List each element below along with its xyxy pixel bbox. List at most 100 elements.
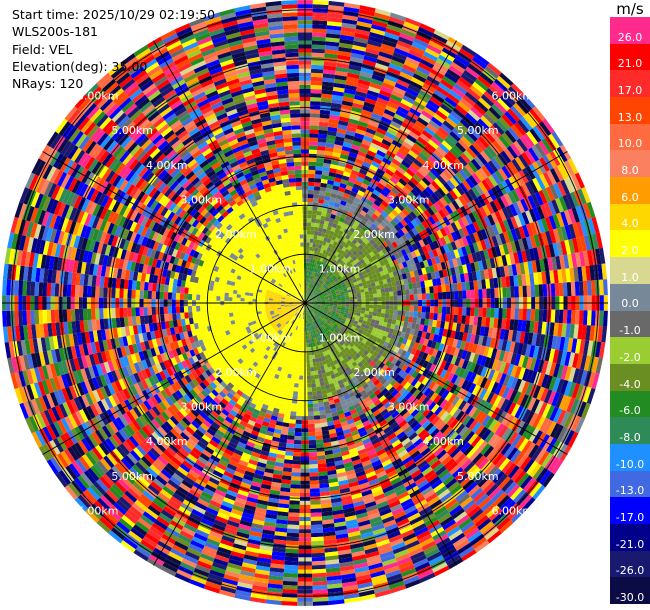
range-gate [481,179,491,192]
range-gate [516,200,526,214]
range-gate [442,75,456,87]
range-gate [393,295,398,301]
range-gate [351,187,359,194]
range-gate [316,386,322,392]
range-gate [529,222,538,236]
range-gate [345,130,356,137]
range-gate [330,226,336,233]
range-gate [375,272,382,278]
range-gate [483,91,497,104]
range-gate [292,464,301,469]
range-gate [506,145,519,159]
range-gate [296,363,301,368]
range-gate [364,203,372,210]
range-gate [325,280,330,285]
range-gate [308,448,317,453]
range-gate [538,284,544,297]
range-gate [467,109,481,122]
range-gate [513,122,527,136]
range-gate [562,282,568,297]
range-gate [365,93,378,102]
range-gate [324,49,339,55]
range-gate [319,257,324,262]
range-gate [306,295,308,300]
range-gate [312,297,317,300]
range-gate [308,291,311,296]
range-gate [359,285,364,290]
range-gate [300,359,304,364]
range-gate [486,145,498,158]
range-gate [306,343,309,348]
range-gate [381,296,386,301]
range-gate [364,131,375,139]
range-gate [483,216,492,228]
range-gate [344,253,350,259]
range-gate [312,589,328,594]
range-gate [317,283,321,288]
range-gate [449,189,459,200]
range-gate [320,101,332,107]
range-gate [430,257,437,266]
range-gate [313,281,317,286]
range-gate [332,293,337,297]
range-gate [373,308,378,313]
range-gate [574,172,585,189]
range-gate [294,435,302,441]
range-gate [307,266,310,271]
range-gate [450,61,466,74]
range-gate [485,109,499,123]
range-gate [324,53,338,59]
range-gate [307,383,312,388]
range-gate [500,150,512,164]
range-gate [443,235,451,245]
range-gate [534,142,547,158]
range-gate [314,178,322,183]
range-gate [312,4,329,9]
range-gate [374,226,382,234]
range-gate [459,118,472,131]
range-gate [306,246,310,251]
range-gate [290,411,297,416]
range-gate [319,295,324,298]
range-gate [317,290,322,294]
range-gate [430,204,439,214]
range-gate [392,117,404,126]
range-gate [502,308,507,319]
range-gate [307,411,314,417]
range-gate [343,219,350,225]
range-gate [560,211,569,227]
range-gate [340,26,356,33]
range-gate [388,212,396,220]
range-gate [335,136,345,142]
range-gate [327,179,335,186]
range-gate [333,181,341,187]
range-gate [427,171,437,181]
range-gate [392,51,407,61]
range-gate [310,271,313,276]
range-gate [441,156,452,167]
range-gate [574,310,580,325]
range-gate [459,48,475,60]
range-gate [308,299,313,302]
range-gate [461,216,470,227]
range-gate [437,313,442,321]
range-gate [353,197,361,204]
range-gate [313,272,316,277]
range-gate [551,199,561,214]
range-gate [461,226,470,237]
range-gate [292,395,298,400]
range-gate [306,230,311,235]
range-gate [494,210,503,223]
range-gate [554,309,560,323]
range-gate [319,294,324,297]
range-gate [308,287,311,292]
range-gate [426,123,438,134]
range-gate [418,152,429,162]
range-gate [293,452,302,457]
range-gate [434,190,443,200]
range-gate [417,287,422,295]
range-gate [326,290,332,294]
range-gate [307,391,313,396]
range-gate [388,97,401,107]
range-gate [339,226,346,232]
